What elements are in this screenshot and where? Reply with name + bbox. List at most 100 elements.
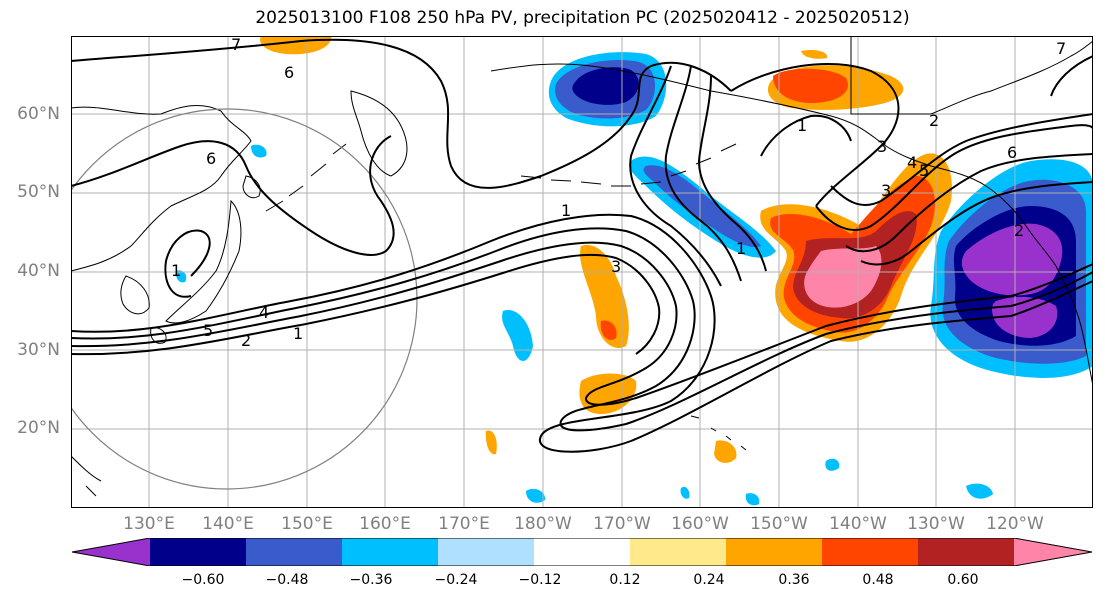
contour-label: 4 <box>907 153 917 172</box>
contour-label: 7 <box>1056 39 1066 58</box>
lon-label-130w: 130°W <box>907 514 965 534</box>
coast-kurils <box>265 143 347 212</box>
pv-contour-12 <box>815 124 1093 231</box>
lat-label-50n: 50°N <box>17 182 60 202</box>
precip-neg-small-1 <box>502 310 533 361</box>
contour-label: 1 <box>736 239 746 258</box>
lat-label-20n: 20°N <box>17 418 60 438</box>
contour-label: 3 <box>611 257 621 276</box>
contour-label: 1 <box>561 201 571 220</box>
contour-label: 6 <box>1007 143 1017 162</box>
lon-label-150w: 150°W <box>750 514 808 534</box>
precip-pos-small-1-core <box>600 320 617 341</box>
coast-na-west <box>985 185 1093 387</box>
colorbar <box>71 538 1093 566</box>
contour-labels: 7 6 1 2 3 6 5 4 1 2 6 5 4 3 2 1 1 1 3 7 <box>171 36 1066 350</box>
colorbar-cell <box>438 538 535 566</box>
contour-label: 2 <box>1014 221 1024 240</box>
lon-label-130e: 130°E <box>123 514 175 534</box>
colorbar-tick: −0.12 <box>518 572 562 588</box>
pv-contour-7 <box>164 229 211 298</box>
colorbar-cell <box>150 538 247 566</box>
precip-pos-small-4 <box>485 430 497 455</box>
contour-label: 1 <box>293 324 303 343</box>
colorbar-cell <box>534 538 631 566</box>
pv-contours <box>71 38 1093 453</box>
contour-label: 4 <box>259 303 269 322</box>
coast-canada-border <box>850 36 931 115</box>
lon-label-120w: 120°W <box>986 514 1044 534</box>
colorbar-tick: 0.60 <box>947 572 979 588</box>
pv-contour-9 <box>629 65 722 287</box>
colorbar-cell <box>246 538 343 566</box>
pv-contour-8 <box>730 62 900 207</box>
pv-contour-4 <box>71 253 661 356</box>
pv-contour-10 <box>664 65 742 282</box>
lon-label-140w: 140°W <box>829 514 887 534</box>
pv-contour-5 <box>71 38 732 189</box>
pv-contour-16 <box>1050 55 1093 97</box>
colorbar-cell <box>918 538 1015 566</box>
pv-contour-11 <box>697 75 767 272</box>
lon-label-160w: 160°W <box>671 514 729 534</box>
precip-neg-small-2 <box>251 144 267 158</box>
colorbar-tick: 0.48 <box>862 572 894 588</box>
contour-label: 2 <box>929 111 939 130</box>
colorbar-cell <box>342 538 439 566</box>
pv-contour-3 <box>71 241 1093 406</box>
lon-label-160e: 160°E <box>359 514 411 534</box>
precip-neg-small-6 <box>825 458 840 471</box>
colorbar-extend-max <box>1014 538 1092 566</box>
colorbar-tick: 0.24 <box>693 572 725 588</box>
colorbar-tick: −0.48 <box>265 572 309 588</box>
contour-label: 2 <box>241 331 251 350</box>
precip-neg-aleutian-inner <box>643 165 761 247</box>
contour-label: 7 <box>231 36 241 54</box>
precip-pos-goa-inner <box>773 68 848 104</box>
contour-label: 1 <box>797 116 807 135</box>
coast-korea <box>120 275 150 315</box>
lat-label-30n: 30°N <box>17 340 60 360</box>
precip-neg-small-7 <box>745 493 760 506</box>
precip-pos-small-5 <box>801 49 828 59</box>
lon-label-170e: 170°E <box>438 514 490 534</box>
coast-japan-honshu <box>165 199 242 324</box>
colorbar-tick: 0.36 <box>778 572 810 588</box>
contour-label: 6 <box>206 149 216 168</box>
precip-neg-small-3 <box>175 270 187 283</box>
lat-label-40n: 40°N <box>17 261 60 281</box>
contour-label: 3 <box>877 137 887 156</box>
coast-aleutians <box>520 143 737 187</box>
pv-contour-17 <box>760 114 852 157</box>
graticule <box>71 36 1093 508</box>
contour-label: 6 <box>284 63 294 82</box>
pv-contour-14 <box>845 153 1093 253</box>
coast-kyushu <box>150 327 167 344</box>
precip-pos-small-1 <box>580 245 629 348</box>
precip-neg-small-4 <box>526 488 546 503</box>
coast-canada-north <box>930 40 1093 115</box>
lat-label-60n: 60°N <box>17 104 60 124</box>
contour-label: 3 <box>881 181 891 200</box>
colorbar-tick: −0.60 <box>181 572 225 588</box>
coast-hawaii <box>690 415 747 451</box>
pv-contour-13 <box>830 113 1093 206</box>
colorbar-cell <box>726 538 823 566</box>
map-panel: 7 6 1 2 3 6 5 4 1 2 6 5 4 3 2 1 1 1 3 7 <box>71 36 1093 508</box>
colorbar-cell <box>822 538 919 566</box>
colorbar-tick: −0.24 <box>434 572 478 588</box>
contour-label: 5 <box>203 321 213 340</box>
pv-contour-15 <box>860 181 1093 266</box>
coast-alaska <box>490 63 987 187</box>
precip-neg-small-8 <box>680 486 690 499</box>
contour-label: 5 <box>919 161 929 180</box>
map-title: 2025013100 F108 250 hPa PV, precipitatio… <box>255 8 910 28</box>
lon-label-180w: 180°W <box>514 514 572 534</box>
pv-contour-1 <box>71 213 1093 453</box>
lon-label-140e: 140°E <box>202 514 254 534</box>
colorbar-extend-min <box>72 538 150 566</box>
colorbar-outline <box>71 538 1093 566</box>
precip-pos-small-3 <box>714 440 737 463</box>
lon-label-150e: 150°E <box>281 514 333 534</box>
pv-contour-2 <box>71 227 1093 432</box>
